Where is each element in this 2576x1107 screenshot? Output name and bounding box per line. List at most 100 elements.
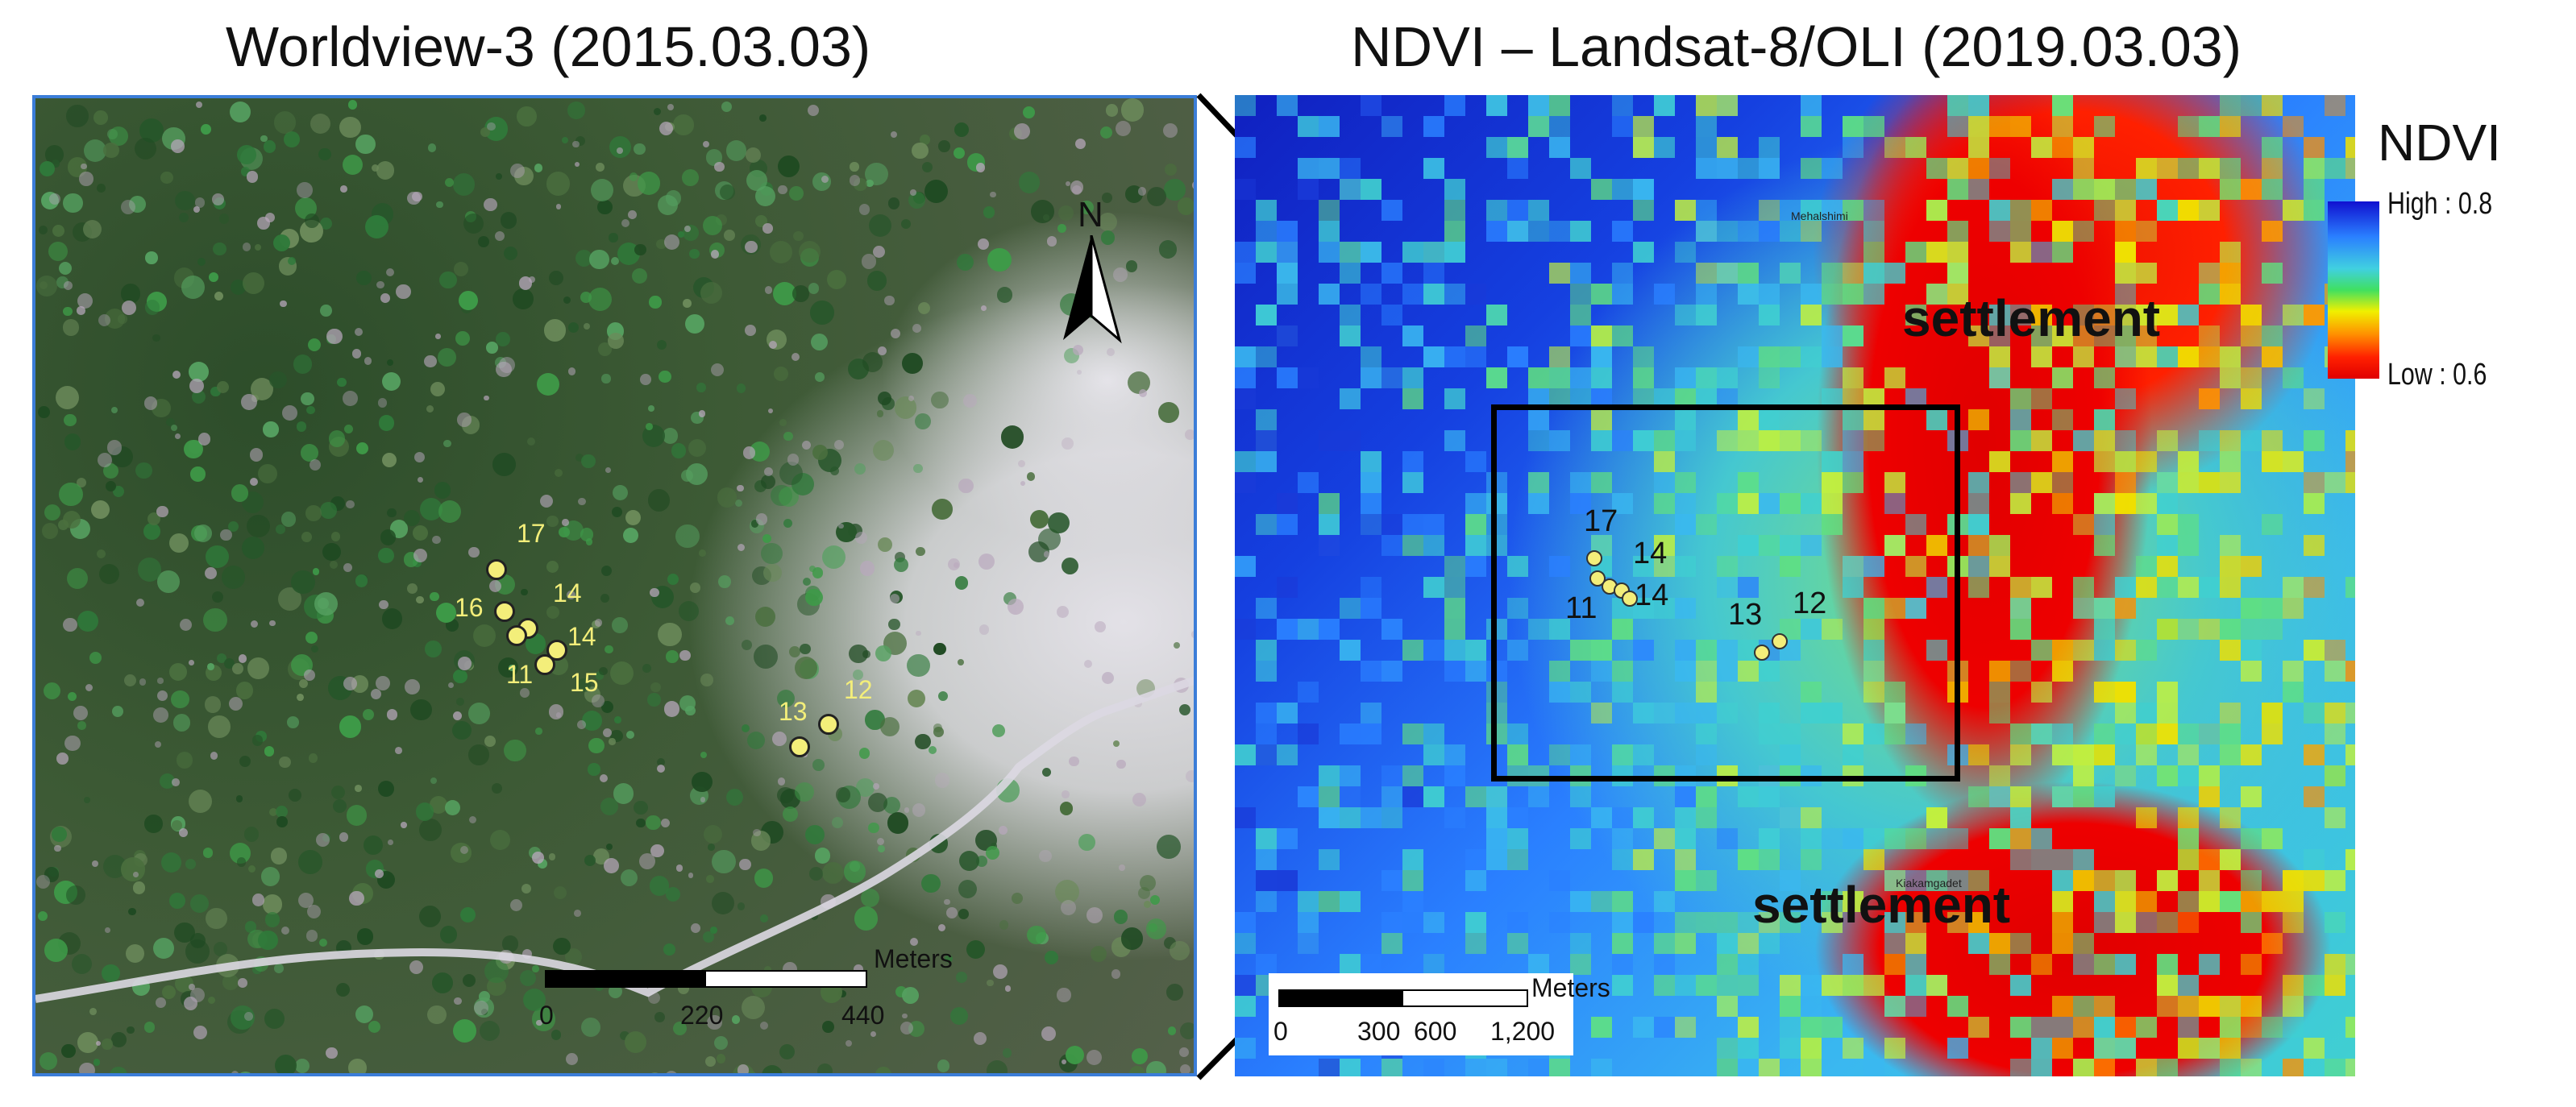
tree-canopy [416, 595, 424, 604]
ndvi-pixel [2010, 472, 2031, 493]
tree-canopy [514, 166, 534, 185]
right-scalebar-tick-0: 0 [1273, 1017, 1288, 1046]
ndvi-pixel [2157, 975, 2178, 996]
ndvi-pixel [1801, 975, 1822, 996]
ndvi-pixel [2031, 640, 2052, 661]
tree-canopy [337, 377, 347, 388]
ndvi-pixel [1256, 891, 1277, 912]
ndvi-pixel [2220, 577, 2241, 598]
ndvi-pixel [1738, 1038, 1759, 1059]
ndvi-pixel [1507, 912, 1528, 933]
tree-canopy [44, 504, 61, 521]
ndvi-pixel [2073, 221, 2094, 242]
ndvi-pixel [1675, 849, 1696, 870]
ndvi-pixel [2157, 619, 2178, 640]
ndvi-pixel [2136, 158, 2157, 179]
tree-canopy [608, 984, 623, 999]
right-scalebar-tick-600: 600 [1414, 1017, 1457, 1046]
ndvi-pixel [1465, 640, 1486, 661]
ndvi-pixel [1381, 200, 1402, 221]
tree-canopy [168, 662, 187, 681]
ndvi-pixel [1759, 1059, 1780, 1076]
ndvi-pixel [2136, 493, 2157, 514]
ndvi-pixel [1654, 137, 1675, 158]
ndvi-pixel [1759, 786, 1780, 807]
tree-canopy [93, 1059, 101, 1066]
ndvi-pixel [1801, 158, 1822, 179]
tree-canopy [427, 143, 437, 153]
ndvi-pixel [1361, 451, 1381, 472]
ndvi-pixel [1465, 284, 1486, 305]
tree-canopy [883, 796, 901, 815]
ndvi-pixel [1361, 807, 1381, 828]
tree-canopy [956, 972, 968, 984]
ndvi-pixel [2073, 430, 2094, 451]
tree-canopy [843, 860, 866, 883]
ndvi-pixel [2199, 723, 2220, 744]
ndvi-pixel [2031, 242, 2052, 263]
ndvi-pixel [1402, 912, 1423, 933]
ndvi-pixel [1696, 158, 1717, 179]
ndvi-pixel [1884, 828, 1905, 849]
ndvi-pixel [1968, 535, 1989, 556]
tree-canopy [856, 778, 875, 797]
ndvi-pixel [1444, 284, 1465, 305]
ndvi-pixel [1465, 870, 1486, 891]
tree-canopy [532, 965, 539, 972]
ndvi-pixel [2157, 514, 2178, 535]
ndvi-pixel [2115, 640, 2136, 661]
ndvi-pixel [2031, 828, 2052, 849]
tree-canopy [102, 964, 120, 983]
tree-canopy [319, 939, 328, 947]
tree-canopy [1165, 163, 1178, 176]
ndvi-pixel [2136, 723, 2157, 744]
ndvi-pixel [2031, 682, 2052, 703]
tree-canopy [1157, 835, 1181, 860]
tree-canopy [721, 102, 733, 113]
ndvi-pixel [1843, 975, 1863, 996]
ndvi-pixel [1801, 95, 1822, 116]
ndvi-pixel [1486, 221, 1507, 242]
tree-canopy [776, 689, 796, 708]
ndvi-pixel [2220, 451, 2241, 472]
north-arrow: N [1055, 195, 1128, 348]
tree-canopy [810, 301, 834, 325]
tree-canopy [726, 788, 744, 806]
ndvi-pixel [1717, 95, 1738, 116]
ndvi-pixel [2345, 472, 2355, 493]
tree-canopy [655, 238, 667, 250]
ndvi-pixel [1340, 305, 1361, 325]
ndvi-pixel [2220, 95, 2241, 116]
tree-canopy [386, 359, 394, 367]
ndvi-pixel [1591, 891, 1612, 912]
ndvi-pixel [1277, 577, 1298, 598]
ndvi-pixel [2241, 388, 2262, 409]
ndvi-pixel [1633, 912, 1654, 933]
tree-canopy [427, 1005, 447, 1025]
ndvi-pixel [1340, 954, 1361, 975]
tree-canopy [546, 172, 571, 196]
ndvi-pixel [2094, 451, 2115, 472]
tree-canopy [62, 510, 81, 529]
ndvi-pixel [1843, 325, 1863, 346]
tree-canopy [689, 248, 700, 259]
ndvi-pixel [2178, 765, 2199, 786]
point-label-14b: 14 [567, 622, 596, 651]
ndvi-pixel [1863, 975, 1884, 996]
ndvi-pixel [1905, 137, 1926, 158]
tree-canopy [203, 848, 214, 858]
tree-canopy [647, 693, 661, 707]
settlement-label-south: settlement [1752, 876, 2011, 934]
ndvi-pixel [2157, 703, 2178, 723]
tree-canopy [344, 424, 354, 434]
ndvi-pixel [2220, 430, 2241, 451]
ndvi-pixel [1780, 221, 1801, 242]
ndvi-pixel [1235, 975, 1256, 996]
tree-canopy [1027, 926, 1046, 945]
tree-canopy [983, 206, 995, 218]
ndvi-pixel [1738, 849, 1759, 870]
tree-canopy [563, 296, 571, 305]
tree-canopy [779, 461, 804, 485]
ndvi-pixel [1968, 95, 1989, 116]
tree-canopy [1078, 834, 1095, 851]
